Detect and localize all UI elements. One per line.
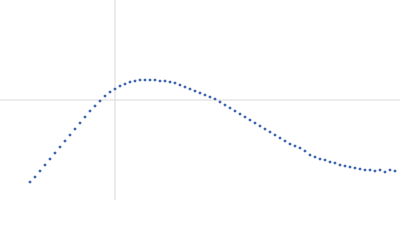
point xyxy=(228,106,232,110)
point xyxy=(188,87,192,91)
point xyxy=(58,145,62,149)
point xyxy=(238,112,242,116)
point xyxy=(28,180,32,184)
point xyxy=(243,115,247,119)
point xyxy=(338,163,342,167)
point xyxy=(173,81,177,85)
point xyxy=(283,139,287,143)
point xyxy=(78,121,82,125)
point xyxy=(163,79,167,83)
point xyxy=(353,166,357,170)
point xyxy=(68,133,72,137)
point xyxy=(73,127,77,131)
point xyxy=(233,109,237,113)
point xyxy=(138,78,142,82)
point xyxy=(178,83,182,87)
point xyxy=(358,167,362,171)
point xyxy=(258,124,262,128)
point xyxy=(393,169,397,173)
point xyxy=(308,153,312,157)
point xyxy=(113,87,117,91)
point xyxy=(133,79,137,83)
point xyxy=(168,80,172,84)
point xyxy=(148,78,152,82)
point xyxy=(48,157,52,161)
point xyxy=(53,151,57,155)
point xyxy=(123,82,127,86)
point xyxy=(303,149,307,153)
point xyxy=(38,169,42,173)
point xyxy=(313,155,317,159)
point xyxy=(223,103,227,107)
point xyxy=(103,94,107,98)
point xyxy=(343,164,347,168)
point xyxy=(348,165,352,169)
point xyxy=(318,157,322,161)
point xyxy=(363,168,367,172)
point xyxy=(263,127,267,131)
point xyxy=(248,118,252,122)
point xyxy=(383,170,387,174)
point xyxy=(158,79,162,83)
point xyxy=(368,168,372,172)
point xyxy=(128,80,132,84)
point xyxy=(198,91,202,95)
point xyxy=(33,175,37,179)
point xyxy=(268,130,272,134)
point xyxy=(388,168,392,172)
point xyxy=(88,109,92,113)
point xyxy=(63,139,67,143)
point xyxy=(98,99,102,103)
point xyxy=(298,146,302,150)
chart xyxy=(0,0,400,200)
point xyxy=(218,100,222,104)
point xyxy=(153,78,157,82)
point xyxy=(208,95,212,99)
point xyxy=(203,93,207,97)
point xyxy=(143,78,147,82)
point xyxy=(293,144,297,148)
point xyxy=(83,115,87,119)
point xyxy=(43,163,47,167)
point xyxy=(93,104,97,108)
point xyxy=(373,169,377,173)
point xyxy=(278,136,282,140)
point xyxy=(273,133,277,137)
point xyxy=(323,158,327,162)
point xyxy=(253,121,257,125)
point xyxy=(183,85,187,89)
point xyxy=(378,168,382,172)
point xyxy=(333,161,337,165)
point xyxy=(118,84,122,88)
point xyxy=(328,160,332,164)
point xyxy=(213,97,217,101)
point xyxy=(288,142,292,146)
point xyxy=(108,90,112,94)
point xyxy=(193,89,197,93)
